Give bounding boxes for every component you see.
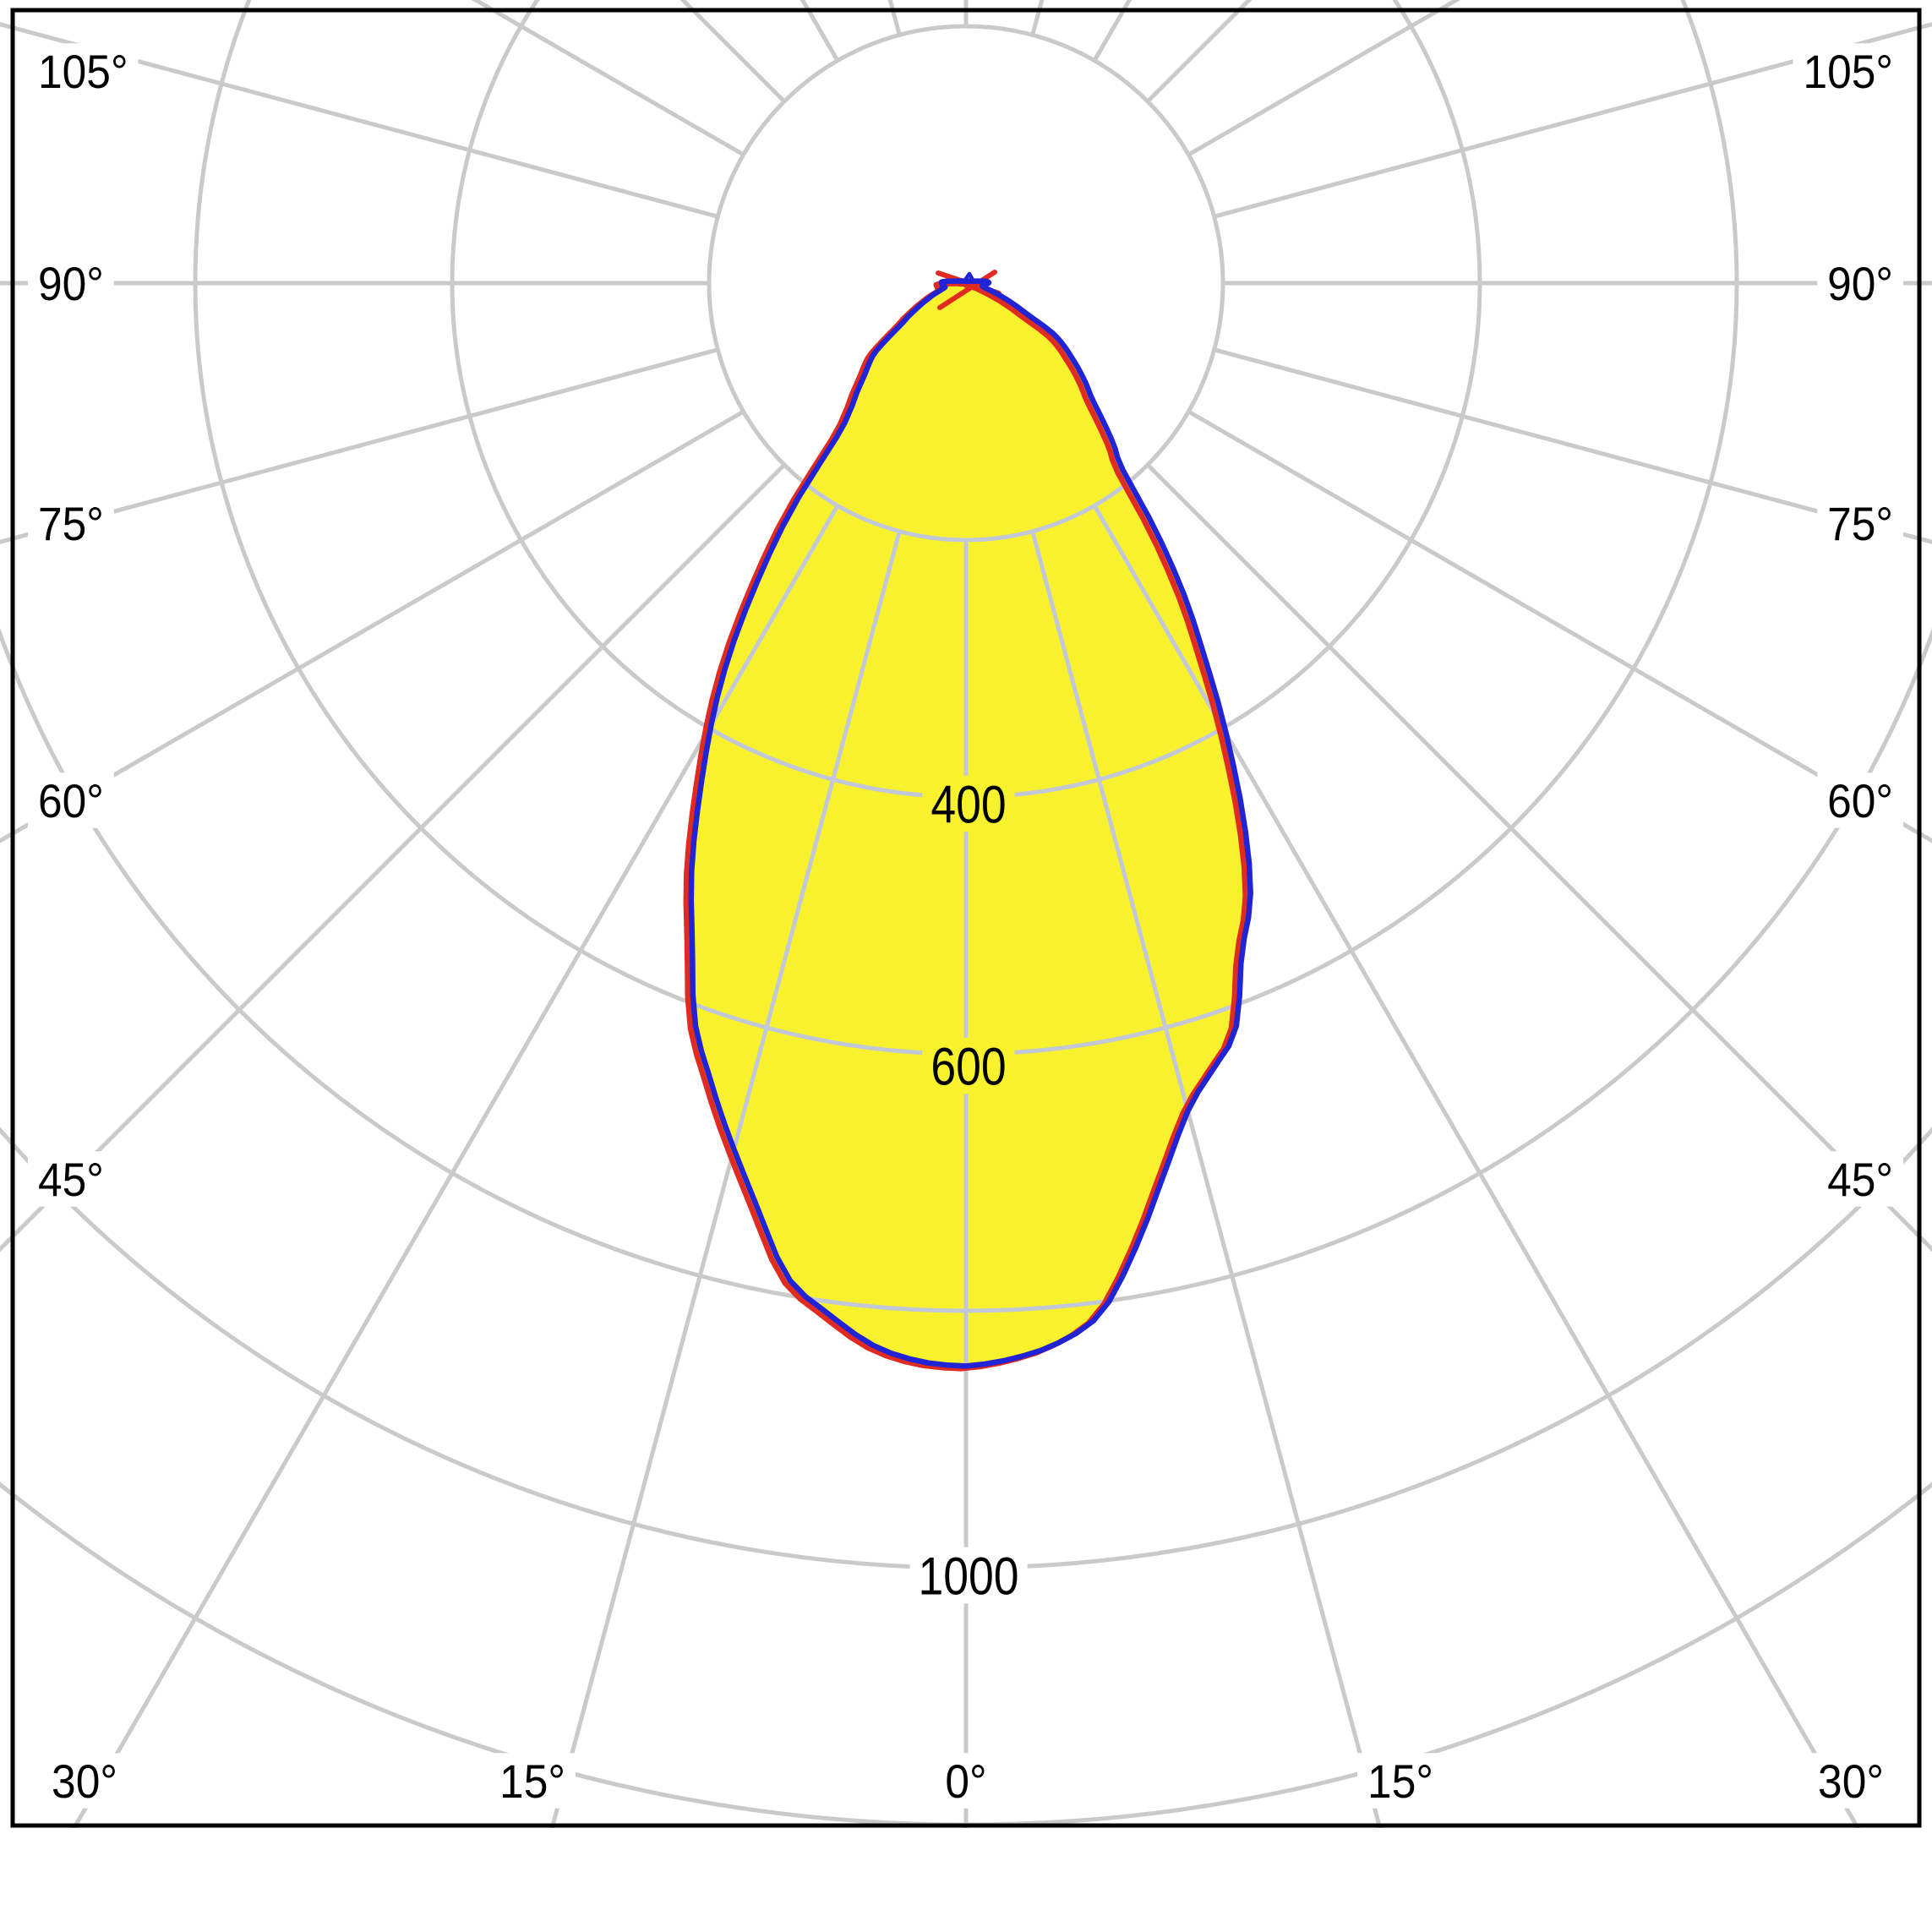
svg-text:75°: 75°	[38, 498, 104, 550]
svg-text:105°: 105°	[1803, 46, 1893, 98]
svg-text:30°: 30°	[52, 1755, 117, 1808]
svg-text:45°: 45°	[38, 1154, 104, 1206]
svg-text:75°: 75°	[1827, 498, 1893, 550]
svg-text:600: 600	[931, 1037, 1006, 1096]
svg-text:0°: 0°	[945, 1755, 986, 1808]
svg-text:1000: 1000	[918, 1547, 1018, 1606]
svg-text:60°: 60°	[1827, 775, 1893, 827]
svg-text:15°: 15°	[1367, 1755, 1433, 1808]
svg-text:60°: 60°	[38, 775, 104, 827]
svg-text:15°: 15°	[499, 1755, 565, 1808]
svg-text:90°: 90°	[1827, 258, 1893, 310]
svg-text:105°: 105°	[38, 46, 128, 98]
svg-text:30°: 30°	[1818, 1755, 1884, 1808]
svg-text:90°: 90°	[38, 258, 104, 310]
svg-text:400: 400	[931, 775, 1006, 834]
svg-text:45°: 45°	[1827, 1154, 1893, 1206]
